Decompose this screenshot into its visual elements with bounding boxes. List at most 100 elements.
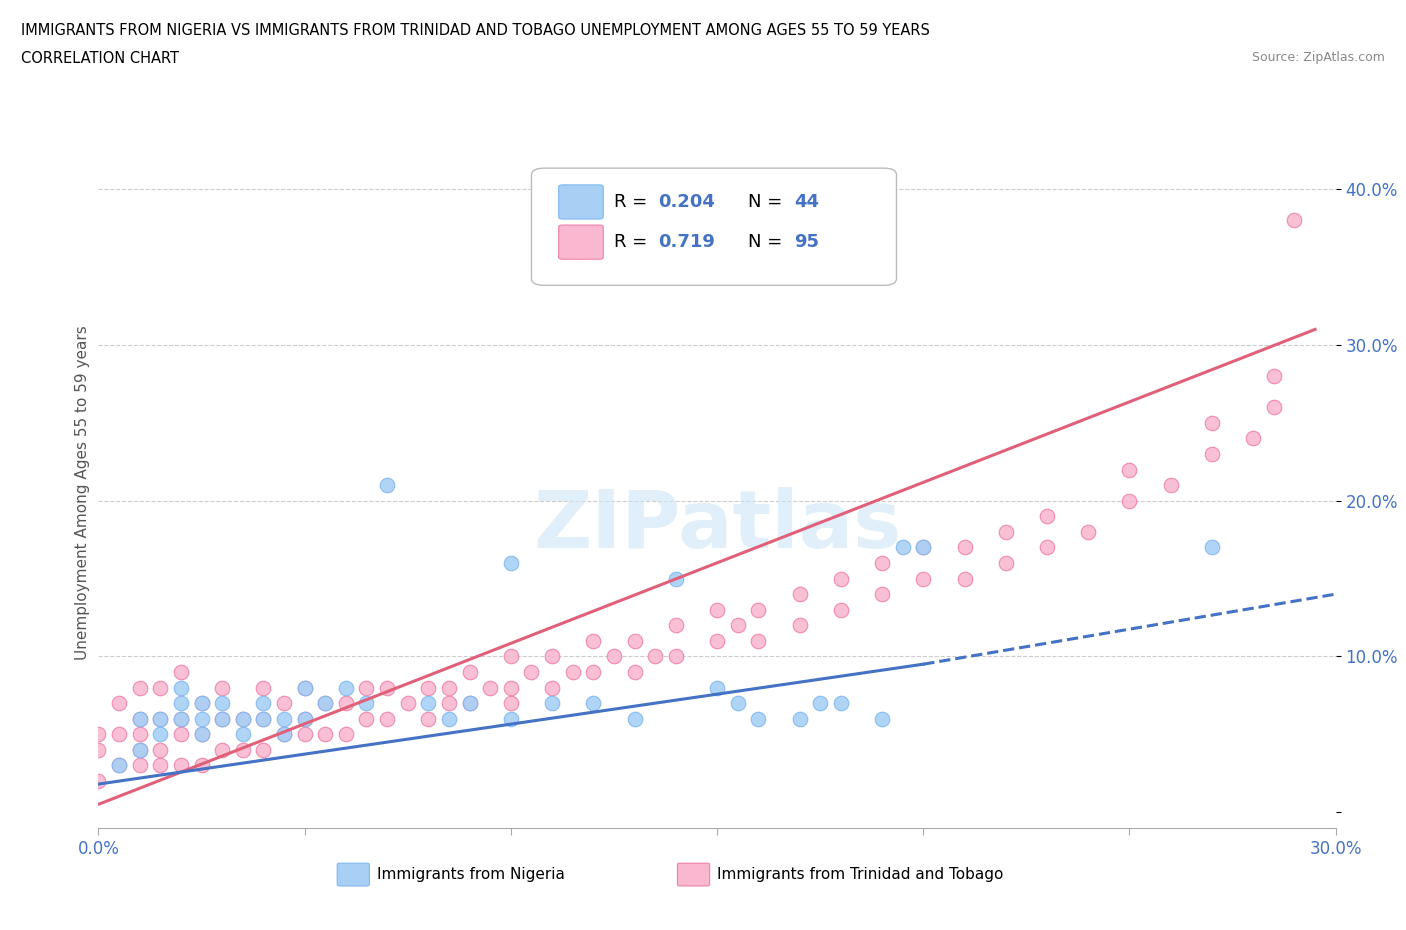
FancyBboxPatch shape [337,863,370,886]
Point [273,727,295,742]
Point [232,742,254,757]
Point [190,711,212,726]
Point [1118,493,1140,508]
Point [128,711,150,726]
Point [356,680,378,695]
Point [170,696,193,711]
Point [499,680,522,695]
FancyBboxPatch shape [531,168,897,286]
Point [375,711,398,726]
Point [294,680,316,695]
Point [87,727,110,742]
Point [953,540,976,555]
Point [149,758,172,773]
Point [437,680,460,695]
Point [108,758,131,773]
Point [789,618,811,632]
Text: 95: 95 [794,233,818,251]
Point [727,696,749,711]
Point [128,742,150,757]
Point [211,680,233,695]
Point [520,665,543,680]
Point [232,711,254,726]
Text: N =: N = [748,193,787,211]
Point [808,696,831,711]
Point [582,633,605,648]
Point [706,680,728,695]
Point [128,758,150,773]
Point [665,571,688,586]
Point [1263,400,1285,415]
Point [252,711,274,726]
Point [149,680,172,695]
Text: 44: 44 [794,193,818,211]
Point [437,711,460,726]
Point [170,711,193,726]
Point [128,727,150,742]
FancyBboxPatch shape [678,863,710,886]
Text: ZIPatlas: ZIPatlas [533,487,901,565]
Point [87,774,110,789]
Point [891,540,914,555]
Point [356,696,378,711]
Point [211,742,233,757]
Point [623,633,645,648]
Point [541,696,564,711]
Point [356,711,378,726]
Point [1241,431,1264,445]
Point [170,665,193,680]
Point [294,680,316,695]
Point [912,540,935,555]
Point [870,555,893,570]
Point [912,540,935,555]
Point [1263,368,1285,383]
Point [170,727,193,742]
Point [830,571,852,586]
Text: N =: N = [748,233,787,251]
Point [830,696,852,711]
Point [128,680,150,695]
FancyBboxPatch shape [558,185,603,219]
Point [294,711,316,726]
Point [211,696,233,711]
Text: R =: R = [614,233,654,251]
Point [252,742,274,757]
Point [499,711,522,726]
Point [623,711,645,726]
Point [396,696,419,711]
Point [375,478,398,493]
Text: CORRELATION CHART: CORRELATION CHART [21,51,179,66]
Point [437,696,460,711]
Text: IMMIGRANTS FROM NIGERIA VS IMMIGRANTS FROM TRINIDAD AND TOBAGO UNEMPLOYMENT AMON: IMMIGRANTS FROM NIGERIA VS IMMIGRANTS FR… [21,23,929,38]
Point [273,696,295,711]
Point [953,571,976,586]
Point [335,727,357,742]
Point [108,758,131,773]
Point [211,711,233,726]
Point [108,696,131,711]
Point [149,711,172,726]
Point [747,633,769,648]
Point [1118,462,1140,477]
Point [252,680,274,695]
FancyBboxPatch shape [558,225,603,259]
Point [1036,540,1059,555]
Point [252,711,274,726]
Point [232,711,254,726]
Point [149,711,172,726]
Text: 0.204: 0.204 [658,193,714,211]
Point [541,649,564,664]
Text: Immigrants from Nigeria: Immigrants from Nigeria [377,867,565,882]
Point [1036,509,1059,524]
Point [314,696,336,711]
Point [1077,525,1099,539]
Point [170,758,193,773]
Point [727,618,749,632]
Point [232,727,254,742]
Point [294,727,316,742]
Point [211,711,233,726]
Point [108,727,131,742]
Point [1160,478,1182,493]
Point [190,696,212,711]
Point [706,603,728,618]
